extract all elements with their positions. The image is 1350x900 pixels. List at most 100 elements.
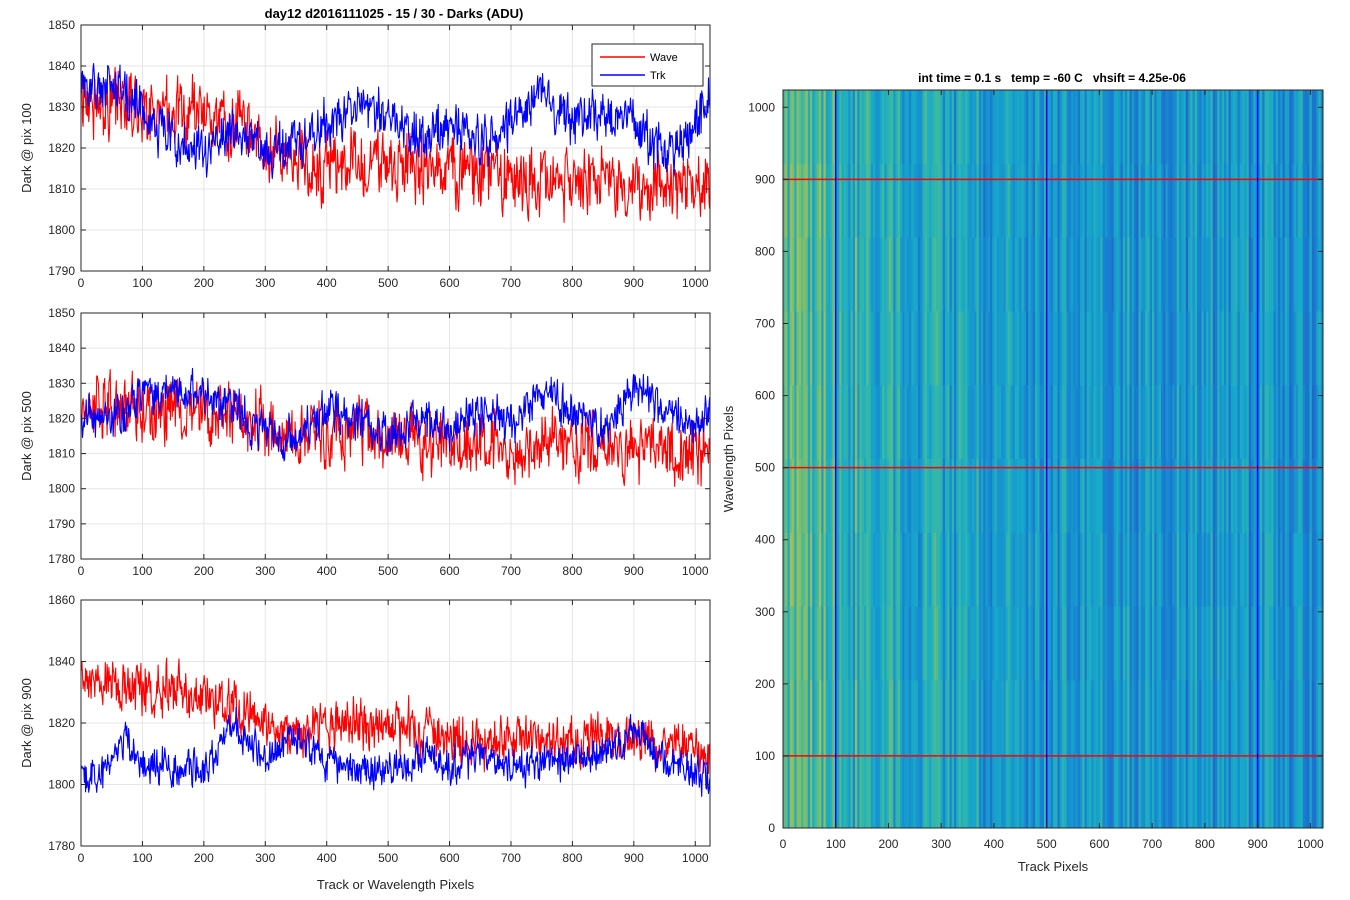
heatmap-cell [785, 754, 788, 829]
heatmap-cell [1030, 606, 1034, 681]
x-tick-label: 300 [931, 837, 951, 851]
heatmap-cell [819, 459, 822, 534]
heatmap-cell [1206, 311, 1209, 386]
heatmap-cell [1185, 459, 1189, 534]
heatmap-cell [1068, 163, 1072, 238]
heatmap-cell [1071, 606, 1074, 681]
heatmap-cell [1244, 680, 1247, 755]
heatmap-cell [1293, 606, 1297, 681]
legend[interactable]: Wave Trk [591, 43, 704, 87]
heatmap-cell [1199, 532, 1202, 607]
heatmap-cell [1057, 754, 1061, 829]
heatmap-cell [1030, 237, 1034, 312]
heatmap-cell [1120, 237, 1124, 312]
heatmap-cell [1044, 163, 1047, 238]
heatmap-cell [1104, 606, 1108, 681]
heatmap-cell [1190, 532, 1193, 607]
heatmap-cell [915, 606, 919, 681]
heatmap-cell [972, 680, 975, 755]
heatmap-cell [850, 754, 854, 829]
heatmap-cell [1014, 754, 1018, 829]
heatmap-cell [1134, 90, 1137, 165]
heatmap-cell [1233, 90, 1236, 165]
heatmap-cell [1125, 532, 1128, 607]
heatmap-cell [1140, 680, 1144, 755]
heatmap-cell [1280, 311, 1283, 386]
heatmap-cell [875, 90, 878, 165]
heatmap-cell [992, 606, 995, 681]
heatmap-cell [1203, 163, 1207, 238]
y-tick-label: 500 [755, 461, 775, 475]
heatmap-cell [931, 754, 935, 829]
heatmap-cell [886, 237, 890, 312]
heatmap-cell [924, 459, 928, 534]
heatmap-cell [1266, 311, 1270, 386]
legend-trk-label: Trk [650, 70, 666, 82]
heatmap-cell [1066, 385, 1070, 460]
heatmap-cell [1194, 754, 1198, 829]
heatmap-cell [1152, 606, 1155, 681]
heatmap-cell [1269, 163, 1272, 238]
x-tick-label: 0 [78, 851, 85, 865]
heatmap-cell [920, 237, 923, 312]
heatmap-cell [938, 459, 941, 534]
heatmap-cell [1129, 90, 1133, 165]
heatmap-cell [1014, 606, 1018, 681]
heatmap-cell [819, 237, 822, 312]
heatmap-cell [1172, 385, 1175, 460]
heatmap-cell [1082, 754, 1085, 829]
heatmap-cell [1257, 385, 1261, 460]
heatmap-cell [931, 606, 935, 681]
heatmap-cell [1320, 606, 1324, 681]
heatmap-cell [810, 754, 813, 829]
heatmap-cell [1233, 754, 1236, 829]
heatmap-cell [1014, 311, 1018, 386]
heatmap-cell [1129, 385, 1133, 460]
heatmap-cell [1271, 459, 1274, 534]
heatmap-cell [1062, 237, 1065, 312]
heatmap-cell [789, 754, 793, 829]
heatmap-cell [967, 532, 971, 607]
heatmap-cell [1118, 606, 1121, 681]
heatmap-cell [969, 680, 973, 755]
heatmap-cell [938, 385, 941, 460]
heatmap-cell [1311, 237, 1315, 312]
heatmap-cell [906, 680, 910, 755]
heatmap-cell [1082, 680, 1085, 755]
heatmap-cell [992, 90, 995, 165]
heatmap-cell [886, 754, 890, 829]
heatmap-cell [1066, 754, 1070, 829]
heatmap-cell [855, 237, 858, 312]
heatmap-cell [1113, 532, 1117, 607]
heatmap-cell [861, 754, 865, 829]
heatmap-cell [861, 385, 865, 460]
heatmap-cell [951, 237, 955, 312]
heatmap-cell [1145, 754, 1148, 829]
heatmap-cell [1100, 237, 1103, 312]
heatmap-cell [909, 606, 912, 681]
heatmap-cell [807, 163, 811, 238]
heatmap-cell [841, 532, 845, 607]
heatmap-cell [1037, 459, 1040, 534]
heatmap-cell [1174, 90, 1178, 165]
heatmap-cell [1215, 237, 1218, 312]
heatmap-cell [1167, 311, 1171, 386]
heatmap-cell [1109, 754, 1112, 829]
heatmap-cell [1125, 385, 1128, 460]
heatmap-cell [1059, 680, 1063, 755]
heatmap-cell [1152, 237, 1155, 312]
heatmap-cell [843, 532, 847, 607]
heatmap-cell [1237, 754, 1241, 829]
heatmap-cell [785, 606, 788, 681]
heatmap-cell [994, 237, 998, 312]
heatmap-cell [918, 90, 921, 165]
heatmap-cell [900, 754, 903, 829]
heatmap-cell [1280, 680, 1283, 755]
heatmap-cell [1082, 311, 1085, 386]
heatmap-cell [1269, 237, 1272, 312]
heatmap-cell [1228, 680, 1232, 755]
heatmap-cell [1185, 680, 1189, 755]
heatmap-cell [1050, 237, 1054, 312]
heatmap-cell [1062, 385, 1065, 460]
heatmap-cell [1084, 459, 1088, 534]
